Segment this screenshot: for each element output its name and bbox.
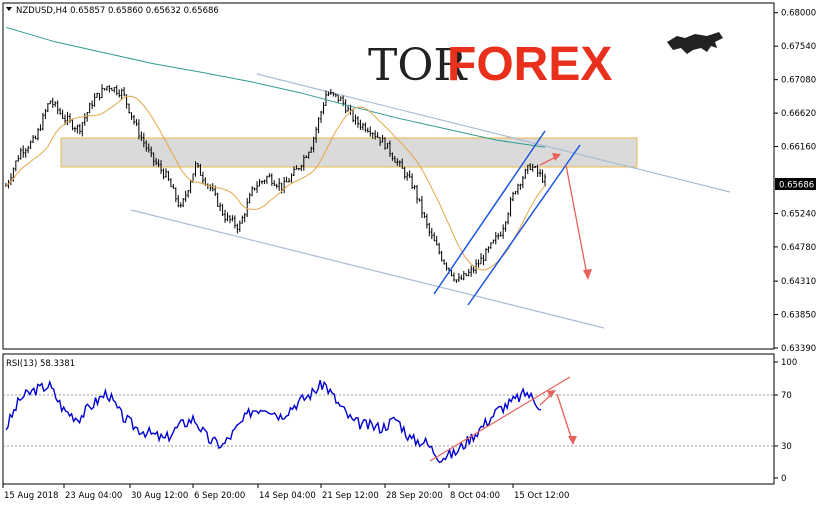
time-tick-label: 21 Sep 12:00 bbox=[322, 491, 379, 501]
price-tick-label: 0.67540 bbox=[781, 42, 816, 52]
price-tick-label: 0.63850 bbox=[781, 311, 816, 321]
current-price-marker bbox=[775, 178, 816, 190]
price-tick-label: 0.66160 bbox=[781, 143, 816, 153]
time-axis: 15 Aug 2018 23 Aug 04:00 30 Aug 12:00 6 Sep… bbox=[2, 484, 569, 501]
price-tick-label: 0.65240 bbox=[781, 209, 816, 219]
trend-line-upper bbox=[256, 73, 731, 193]
rsi-trend-line bbox=[429, 376, 571, 462]
price-tick-label: 0.64310 bbox=[781, 277, 816, 287]
time-tick-label: 15 Aug 2018 bbox=[4, 491, 58, 501]
arrow-head-down bbox=[583, 269, 592, 280]
watermark-tor: TOR bbox=[368, 40, 468, 91]
watermark-logo: TOR FOREX bbox=[368, 32, 723, 91]
time-tick-label: 14 Sep 04:00 bbox=[259, 491, 316, 501]
rsi-label: RSI(13) 58.3381 bbox=[6, 359, 75, 369]
price-tick-label: 0.67080 bbox=[781, 76, 816, 86]
moving-average-fast bbox=[5, 95, 546, 271]
time-tick-label: 15 Oct 12:00 bbox=[514, 491, 569, 501]
time-tick-label: 30 Aug 12:00 bbox=[131, 491, 188, 501]
resistance-zone bbox=[60, 137, 638, 168]
channel-line-upper bbox=[433, 130, 546, 295]
rsi-tick-label: 70 bbox=[781, 391, 792, 401]
trend-line-lower bbox=[130, 209, 605, 329]
price-tick-label: 0.68000 bbox=[781, 9, 816, 19]
rsi-line bbox=[5, 379, 542, 464]
arrow-head-up bbox=[552, 153, 561, 161]
rsi-axis: 100 70 30 0 bbox=[774, 358, 797, 484]
rsi-tick-label: 0 bbox=[781, 474, 786, 484]
forecast-arrows bbox=[539, 153, 592, 445]
rsi-arrow-head-down bbox=[568, 436, 577, 445]
price-axis: 0.68000 0.67540 0.67080 0.66620 0.66160 0.652… bbox=[774, 9, 816, 354]
main-chart-frame bbox=[2, 2, 775, 350]
channel-line-lower bbox=[467, 144, 581, 306]
rsi-tick-label: 100 bbox=[781, 358, 797, 368]
moving-average-slow bbox=[5, 26, 546, 148]
bull-icon bbox=[667, 32, 723, 54]
rsi-frame bbox=[2, 353, 775, 485]
symbol-dropdown-icon[interactable] bbox=[6, 7, 12, 11]
rsi-arrow-head-up bbox=[547, 390, 556, 398]
time-tick-label: 28 Sep 20:00 bbox=[386, 491, 443, 501]
watermark-forex: FOREX bbox=[447, 38, 612, 91]
rsi-arrow-down bbox=[556, 393, 573, 441]
time-tick-label: 6 Sep 20:00 bbox=[194, 491, 245, 501]
price-tick-label: 0.63390 bbox=[781, 344, 816, 354]
time-tick-label: 23 Aug 04:00 bbox=[65, 491, 122, 501]
symbol-info: NZDUSD,H4 0.65857 0.65860 0.65632 0.6568… bbox=[16, 6, 219, 16]
time-tick-label: 8 Oct 04:00 bbox=[450, 491, 500, 501]
current-price-label: 0.65686 bbox=[779, 181, 814, 191]
price-tick-label: 0.66620 bbox=[781, 109, 816, 119]
rsi-tick-label: 30 bbox=[781, 442, 792, 452]
forecast-arrow-down bbox=[565, 164, 588, 276]
candlestick-series bbox=[5, 84, 546, 284]
price-tick-label: 0.64780 bbox=[781, 243, 816, 253]
